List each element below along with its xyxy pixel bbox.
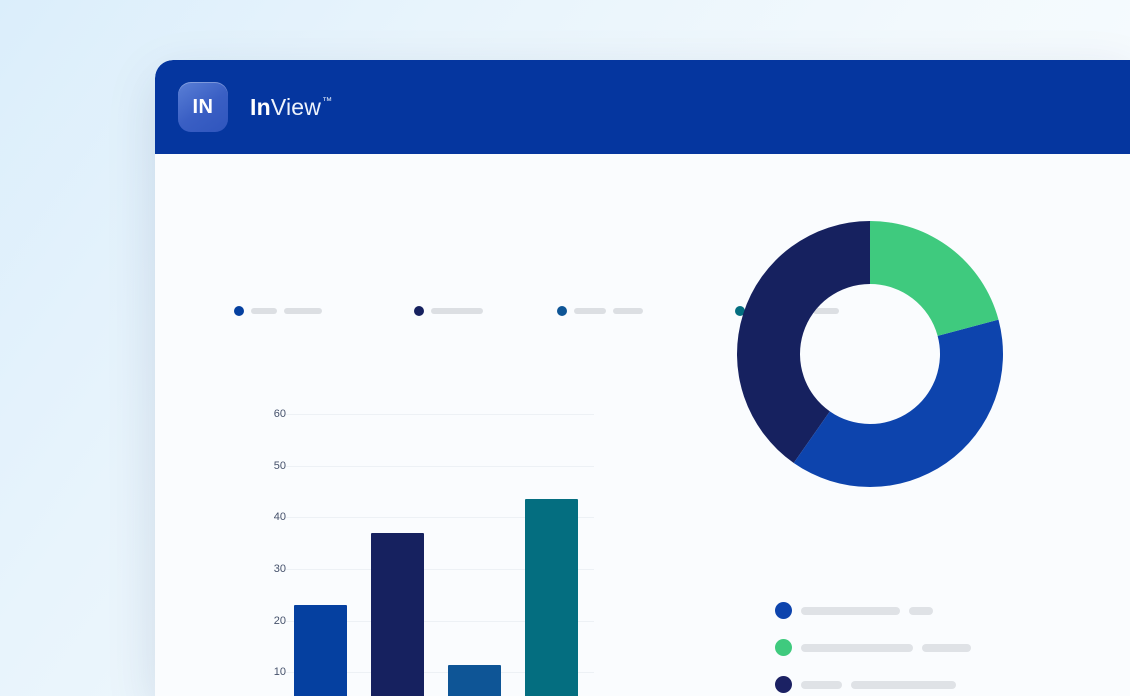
donut-legend-label-placeholder bbox=[801, 643, 913, 652]
donut-legend-swatch-icon bbox=[775, 676, 792, 693]
donut-chart-legend bbox=[775, 602, 971, 696]
donut-legend-item[interactable] bbox=[775, 602, 971, 619]
bar-legend-swatch-icon bbox=[735, 306, 745, 316]
donut-segment[interactable] bbox=[793, 319, 1003, 487]
donut-legend-swatch-icon bbox=[775, 602, 792, 619]
bar-legend-label-placeholder bbox=[613, 308, 643, 314]
bar-chart-bar[interactable] bbox=[294, 605, 347, 696]
donut-legend-swatch-icon bbox=[775, 639, 792, 656]
gridline bbox=[286, 620, 594, 622]
gridline bbox=[286, 672, 594, 674]
bar-legend-label-placeholder bbox=[574, 308, 606, 314]
donut-legend-label-placeholder bbox=[801, 606, 900, 615]
bar-legend-label-placeholder bbox=[813, 308, 839, 314]
gridline bbox=[286, 569, 594, 570]
bar-legend-label-placeholder bbox=[251, 308, 277, 314]
bar-legend-swatch-icon bbox=[234, 306, 244, 316]
trademark-symbol: ™ bbox=[322, 95, 333, 107]
donut-chart bbox=[737, 221, 1003, 487]
dashboard-body: 0102030405060 bbox=[155, 154, 1130, 696]
gridline bbox=[286, 465, 594, 467]
bar-legend-swatch-icon bbox=[414, 306, 424, 316]
brand-name-secondary: View bbox=[270, 93, 322, 120]
gridline bbox=[286, 517, 594, 519]
brand-wordmark: In View ™ bbox=[250, 94, 332, 121]
bar-chart-panel: 0102030405060 bbox=[230, 214, 839, 696]
bar-chart-plot: 0102030405060 bbox=[230, 344, 690, 696]
yaxis-tick-label: 50 bbox=[273, 459, 286, 472]
donut-legend-label-placeholder bbox=[801, 680, 842, 689]
donut-legend-item[interactable] bbox=[775, 676, 971, 693]
donut-legend-label-placeholder bbox=[909, 606, 933, 615]
bar-legend-item[interactable] bbox=[414, 306, 483, 316]
yaxis-tick-label: 30 bbox=[273, 563, 286, 575]
bar-legend-swatch-icon bbox=[557, 306, 567, 316]
app-logo-text: IN bbox=[192, 95, 214, 118]
bar-legend-item[interactable] bbox=[234, 306, 322, 316]
yaxis-tick-label: 10 bbox=[273, 666, 286, 679]
app-card: IN In View ™ 0102030405060 bbox=[155, 60, 1130, 696]
donut-legend-label-placeholder bbox=[922, 643, 971, 652]
donut-legend-label-placeholder bbox=[851, 680, 956, 689]
bar-legend-item[interactable] bbox=[557, 306, 643, 316]
bar-legend-label-placeholder bbox=[284, 308, 322, 314]
bar-chart-bar[interactable] bbox=[371, 532, 424, 696]
gridline bbox=[286, 414, 594, 415]
bar-chart-bar[interactable] bbox=[525, 499, 578, 696]
brand-name-primary: In bbox=[250, 93, 271, 120]
donut-chart-panel bbox=[725, 209, 1095, 693]
donut-legend-item[interactable] bbox=[775, 639, 971, 656]
app-header: IN In View ™ bbox=[155, 60, 1130, 154]
app-logo-icon: IN bbox=[178, 82, 228, 132]
bar-chart-bar[interactable] bbox=[448, 664, 501, 696]
donut-segment[interactable] bbox=[870, 221, 999, 336]
bar-legend-label-placeholder bbox=[431, 308, 483, 314]
yaxis-tick-label: 60 bbox=[273, 408, 286, 420]
yaxis-tick-label: 20 bbox=[273, 614, 286, 627]
yaxis-tick-label: 40 bbox=[273, 511, 286, 524]
donut-segment[interactable] bbox=[737, 221, 870, 463]
